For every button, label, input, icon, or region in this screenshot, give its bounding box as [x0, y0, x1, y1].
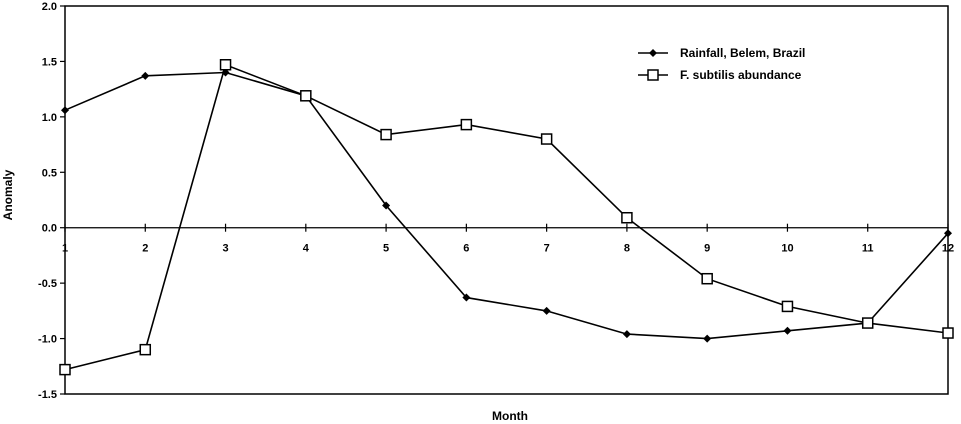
y-tick-label: 1.0 [42, 112, 57, 124]
series-line-rainfall [64, 71, 949, 340]
data-point-abundance [781, 300, 794, 313]
data-point-rainfall [542, 306, 551, 315]
data-point-abundance [861, 317, 874, 329]
data-point-rainfall [622, 330, 631, 339]
y-axis-title: Anomaly [1, 169, 15, 220]
data-point-rainfall [382, 201, 391, 210]
data-point-abundance [621, 211, 633, 224]
data-point-abundance [701, 272, 713, 285]
data-point-rainfall [783, 326, 792, 335]
legend-label-abundance: F. subtilis abundance [680, 68, 802, 82]
y-tick-label: -0.5 [38, 278, 57, 290]
series-group [59, 59, 954, 376]
data-point-rainfall [944, 229, 952, 238]
legend-marker-abundance [647, 69, 659, 81]
y-tick-label: 0.5 [42, 167, 57, 179]
y-tick-label: -1.5 [38, 389, 57, 401]
x-tick-label: 5 [383, 243, 389, 255]
data-point-abundance [380, 128, 392, 141]
legend-marker-rainfall [649, 49, 657, 57]
data-point-abundance [460, 118, 473, 131]
data-point-abundance [59, 363, 71, 376]
data-point-rainfall [221, 68, 230, 77]
x-tick-label: 3 [222, 243, 228, 255]
y-tick-label: -1.0 [38, 334, 57, 346]
data-point-abundance [540, 133, 553, 145]
series-line-abundance [64, 63, 949, 371]
y-tick-label: 2.0 [42, 1, 57, 13]
data-point-abundance [300, 90, 312, 102]
y-axis: 2.0 1.5 1.0 0.5 0.0 -0.5 -1.0 -1.5 [38, 1, 65, 401]
y-tick-label: 1.5 [42, 56, 57, 68]
y-tick-label: 0.0 [42, 223, 57, 235]
legend-label-rainfall: Rainfall, Belem, Brazil [680, 46, 805, 60]
data-point-rainfall [462, 293, 471, 302]
data-point-abundance [942, 327, 954, 339]
x-tick-label: 2 [142, 243, 148, 255]
x-tick-label: 6 [463, 243, 469, 255]
data-point-rainfall [141, 71, 150, 80]
x-axis-ticks: 1 2 3 4 5 6 7 8 9 10 11 12 [62, 223, 954, 255]
data-point-abundance [219, 59, 232, 71]
data-point-rainfall [703, 334, 712, 343]
x-tick-label: 12 [942, 243, 954, 255]
x-tick-label: 10 [781, 243, 793, 255]
x-tick-label: 4 [303, 243, 310, 255]
x-tick-label: 8 [624, 243, 630, 255]
data-point-rainfall [61, 106, 69, 115]
x-axis-title: Month [492, 409, 528, 423]
data-point-abundance [139, 343, 152, 356]
plot-frame [64, 5, 949, 395]
plot-border [64, 5, 949, 395]
x-tick-label: 7 [544, 243, 550, 255]
x-tick-label: 9 [704, 243, 710, 255]
x-tick-label: 11 [862, 243, 874, 255]
x-tick-label: 1 [62, 243, 68, 255]
legend: Rainfall, Belem, Brazil F. subtilis abun… [638, 46, 805, 82]
